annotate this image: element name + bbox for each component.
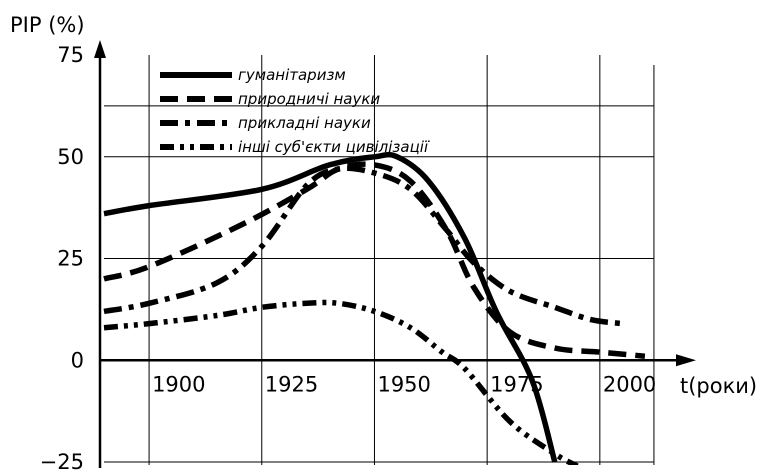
y-tick-label: 50	[57, 145, 84, 169]
x-axis-arrow	[676, 354, 696, 367]
y-tick-label: −25	[40, 450, 84, 474]
legend-label-3: прикладні науки	[238, 114, 371, 132]
x-axis-title: t(роки)	[680, 374, 757, 398]
series-line-2	[103, 161, 646, 359]
series-line-1	[103, 151, 558, 463]
x-tick-label: 1950	[377, 372, 430, 396]
legend-label-2: природничі науки	[238, 90, 380, 108]
y-axis-arrow	[94, 40, 106, 58]
y-tick-label: 75	[57, 43, 84, 67]
y-tick-label: 25	[57, 247, 84, 271]
legend-label-4: інші суб'єкти цивілізації	[238, 138, 430, 156]
x-tick-label: 2000	[603, 372, 656, 396]
tick-labels: 75 50 25 0 −25 1900 1925 1950 1975 2000	[40, 43, 657, 474]
x-tick-label: 1925	[265, 372, 318, 396]
y-axis-title: PIP (%)	[10, 13, 85, 37]
x-tick-label: 1975	[490, 372, 543, 396]
grid	[104, 55, 655, 465]
legend: гуманітаризм природничі науки прикладні на…	[160, 66, 430, 156]
axes	[94, 40, 696, 468]
series-line-3	[103, 165, 623, 327]
y-tick-label: 0	[71, 348, 84, 372]
x-tick-label: 1900	[152, 372, 205, 396]
series-line-4	[103, 299, 579, 465]
series-layer	[103, 151, 646, 465]
legend-label-1: гуманітаризм	[238, 66, 346, 84]
